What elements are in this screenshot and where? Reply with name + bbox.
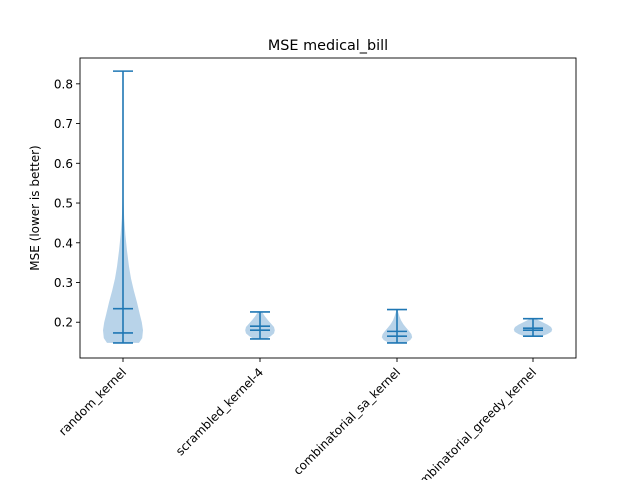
- x-tick-label: scrambled_kernel-4: [173, 365, 266, 458]
- x-tick-label: combinatorial_greedy_kernel: [407, 365, 539, 480]
- y-tick-label: 0.7: [54, 117, 73, 131]
- x-tick-label: combinatorial_sa_kernel: [291, 365, 404, 478]
- y-axis-label: MSE (lower is better): [28, 145, 42, 270]
- violin-combinatorial_sa_kernel: [381, 308, 413, 344]
- y-axis: 0.2 0.3 0.4 0.5 0.6 0.7 0.8: [54, 77, 80, 330]
- violin-scrambled_kernel-4: [245, 311, 275, 340]
- chart-title: MSE medical_bill: [268, 38, 388, 54]
- violin-random_kernel: [103, 70, 143, 344]
- x-axis: random_kernel scrambled_kernel-4 combinato…: [56, 358, 539, 485]
- x-tick-label: random_kernel: [56, 365, 129, 438]
- y-tick-label: 0.3: [54, 276, 73, 290]
- plot-area-frame: [79, 57, 577, 359]
- violin-combinatorial_greedy_kernel: [513, 317, 553, 337]
- y-tick-label: 0.6: [54, 157, 73, 171]
- y-tick-label: 0.5: [54, 197, 73, 211]
- y-tick-label: 0.4: [54, 236, 73, 250]
- y-tick-label: 0.8: [54, 77, 73, 91]
- y-tick-label: 0.2: [54, 316, 73, 330]
- violins-layer: [103, 70, 553, 344]
